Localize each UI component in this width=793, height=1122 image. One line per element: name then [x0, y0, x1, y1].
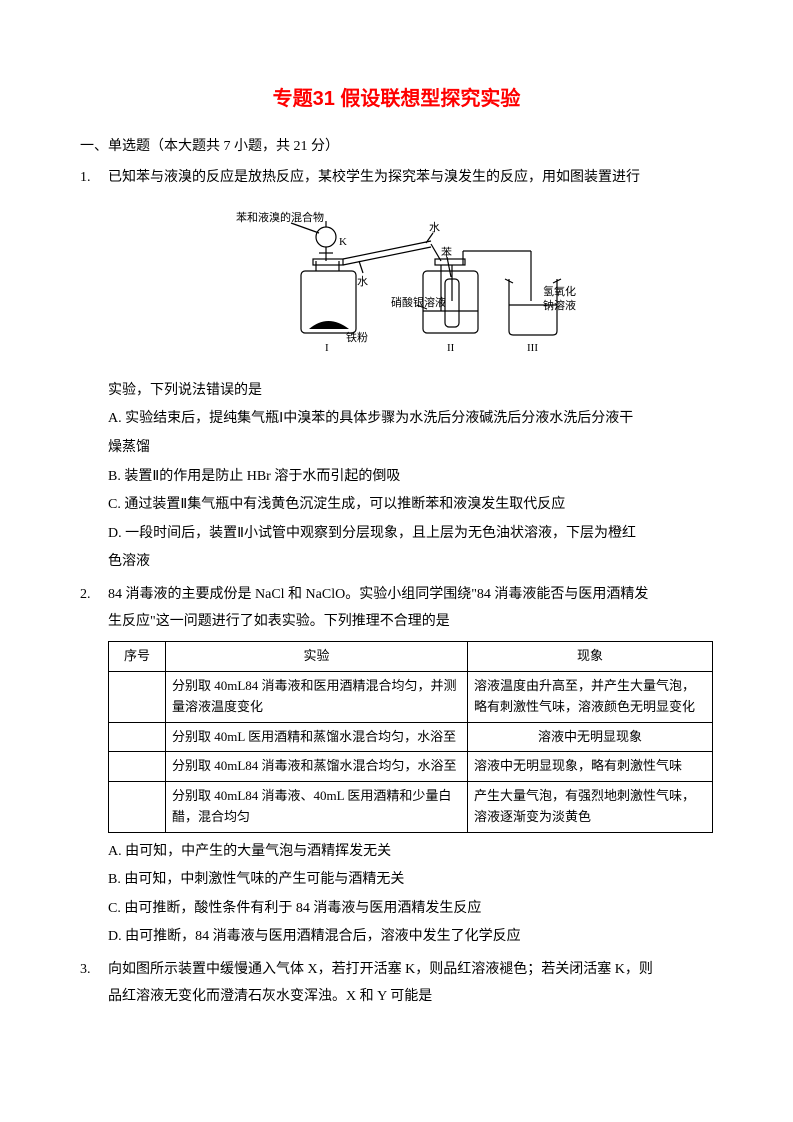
q2-D: D. 由可推断，84 消毒液与医用酒精混合后，溶液中发生了化学反应: [108, 924, 713, 951]
q1-num: 1.: [80, 165, 108, 578]
cell: 溶液中无明显现象，略有刺激性气味: [468, 752, 713, 782]
q2-stem-b: 生反应"这一问题进行了如表实验。下列推理不合理的是: [108, 609, 713, 636]
q3-body: 向如图所示装置中缓慢通入气体 X，若打开活塞 K，则品红溶液褪色；若关闭活塞 K…: [108, 957, 713, 1010]
svg-text:II: II: [447, 342, 455, 354]
th-phen: 现象: [468, 642, 713, 672]
question-3: 3. 向如图所示装置中缓慢通入气体 X，若打开活塞 K，则品红溶液褪色；若关闭活…: [80, 957, 713, 1010]
cell: [109, 752, 166, 782]
question-1: 1. 已知苯与液溴的反应是放热反应，某校学生为探究苯与溴发生的反应，用如图装置进…: [80, 165, 713, 578]
q1-B: B. 装置Ⅱ的作用是防止 HBr 溶于水而引起的倒吸: [108, 464, 713, 491]
svg-text:氢氧化: 氢氧化: [543, 284, 576, 298]
cell: 分别取 40mL84 消毒液和医用酒精混合均匀，并测量溶液温度变化: [166, 671, 468, 722]
th-seq: 序号: [109, 642, 166, 672]
q1-stem-a: 已知苯与液溴的反应是放热反应，某校学生为探究苯与溴发生的反应，用如图装置进行: [108, 165, 713, 192]
q1-D2: 色溶液: [108, 549, 713, 576]
cell: 溶液温度由升高至，并产生大量气泡，略有刺激性气味，溶液颜色无明显变化: [468, 671, 713, 722]
cell: 产生大量气泡，有强烈地刺激性气味，溶液逐渐变为淡黄色: [468, 782, 713, 833]
svg-text:苯: 苯: [441, 245, 452, 259]
q2-B: B. 由可知，中刺激性气味的产生可能与酒精无关: [108, 867, 713, 894]
cell: 分别取 40mL84 消毒液、40mL 医用酒精和少量白醋，混合均匀: [166, 782, 468, 833]
th-exp: 实验: [166, 642, 468, 672]
q2-table: 序号 实验 现象 分别取 40mL84 消毒液和医用酒精混合均匀，并测量溶液温度…: [108, 641, 713, 833]
svg-text:III: III: [527, 342, 538, 354]
section-head: 一、单选题（本大题共 7 小题，共 21 分）: [80, 134, 713, 161]
cell: [109, 671, 166, 722]
table-head-row: 序号 实验 现象: [109, 642, 713, 672]
cell: 分别取 40mL84 消毒液和蒸馏水混合均匀，水浴至: [166, 752, 468, 782]
svg-text:苯和液溴的混合物: 苯和液溴的混合物: [236, 210, 324, 224]
q2-num: 2.: [80, 582, 108, 953]
table-row: 分别取 40mL84 消毒液和蒸馏水混合均匀，水浴至 溶液中无明显现象，略有刺激…: [109, 752, 713, 782]
q1-C: C. 通过装置Ⅱ集气瓶中有浅黄色沉淀生成，可以推断苯和液溴发生取代反应: [108, 492, 713, 519]
svg-text:钠溶液: 钠溶液: [543, 298, 576, 312]
cell: 分别取 40mL 医用酒精和蒸馏水混合均匀，水浴至: [166, 722, 468, 752]
cell: [109, 722, 166, 752]
q1-D: D. 一段时间后，装置Ⅱ小试管中观察到分层现象，且上层为无色油状溶液，下层为橙红: [108, 521, 713, 548]
svg-text:水: 水: [429, 221, 440, 234]
q3-num: 3.: [80, 957, 108, 1010]
svg-text:水: 水: [357, 275, 368, 288]
q1-A: A. 实验结束后，提纯集气瓶Ⅰ中溴苯的具体步骤为水洗后分液碱洗后分液水洗后分液干: [108, 406, 713, 433]
svg-text:硝酸银溶液: 硝酸银溶液: [391, 295, 446, 309]
table-row: 分别取 40mL 医用酒精和蒸馏水混合均匀，水浴至 溶液中无明显现象: [109, 722, 713, 752]
q2-stem-a: 84 消毒液的主要成份是 NaCl 和 NaClO。实验小组同学围绕"84 消毒…: [108, 582, 713, 609]
table-row: 分别取 40mL84 消毒液、40mL 医用酒精和少量白醋，混合均匀 产生大量气…: [109, 782, 713, 833]
q1-stem-b: 实验，下列说法错误的是: [108, 378, 713, 405]
page-title: 专题31 假设联想型探究实验: [80, 80, 713, 118]
q3-stem-b: 品红溶液无变化而澄清石灰水变浑浊。X 和 Y 可能是: [108, 984, 713, 1011]
cell: 溶液中无明显现象: [468, 722, 713, 752]
svg-text:K: K: [339, 236, 347, 248]
question-2: 2. 84 消毒液的主要成份是 NaCl 和 NaClO。实验小组同学围绕"84…: [80, 582, 713, 953]
q2-A: A. 由可知，中产生的大量气泡与酒精挥发无关: [108, 839, 713, 866]
q1-A2: 燥蒸馏: [108, 435, 713, 462]
q2-body: 84 消毒液的主要成份是 NaCl 和 NaClO。实验小组同学围绕"84 消毒…: [108, 582, 713, 953]
table-row: 分别取 40mL84 消毒液和医用酒精混合均匀，并测量溶液温度变化 溶液温度由升…: [109, 671, 713, 722]
q2-C: C. 由可推断，酸性条件有利于 84 消毒液与医用酒精发生反应: [108, 896, 713, 923]
cell: [109, 782, 166, 833]
svg-text:铁粉: 铁粉: [346, 331, 368, 344]
q3-stem-a: 向如图所示装置中缓慢通入气体 X，若打开活塞 K，则品红溶液褪色；若关闭活塞 K…: [108, 957, 713, 984]
q1-body: 已知苯与液溴的反应是放热反应，某校学生为探究苯与溴发生的反应，用如图装置进行 苯…: [108, 165, 713, 578]
svg-text:I: I: [325, 342, 329, 354]
q1-diagram: 苯和液溴的混合物 K: [108, 201, 713, 372]
page: 专题31 假设联想型探究实验 一、单选题（本大题共 7 小题，共 21 分） 1…: [0, 0, 793, 1122]
